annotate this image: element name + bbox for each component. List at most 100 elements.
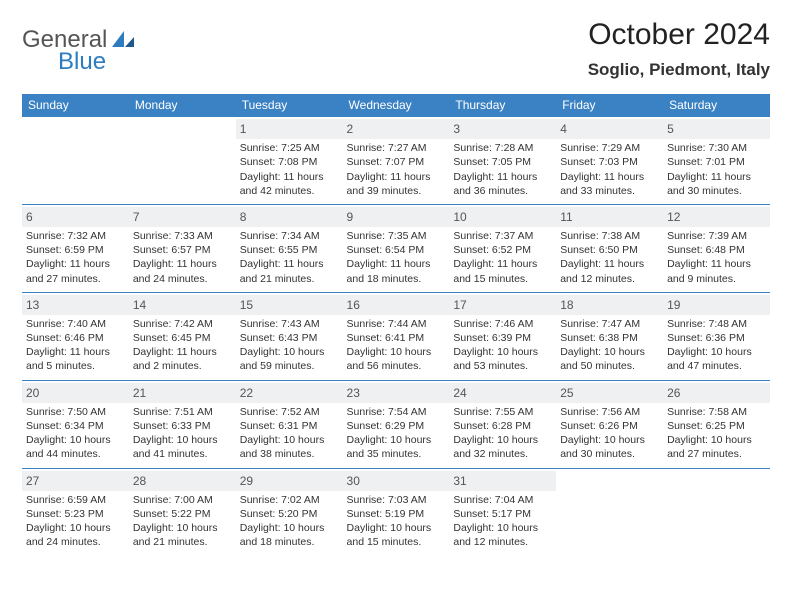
day-number: 14: [129, 295, 236, 315]
day-number: 5: [663, 119, 770, 139]
day-details: Sunrise: 7:55 AMSunset: 6:28 PMDaylight:…: [453, 405, 552, 462]
day-details: Sunrise: 7:35 AMSunset: 6:54 PMDaylight:…: [347, 229, 446, 286]
calendar-cell: 10Sunrise: 7:37 AMSunset: 6:52 PMDayligh…: [449, 204, 556, 292]
calendar-cell: 3Sunrise: 7:28 AMSunset: 7:05 PMDaylight…: [449, 117, 556, 205]
day-details: Sunrise: 7:50 AMSunset: 6:34 PMDaylight:…: [26, 405, 125, 462]
day-header: Thursday: [449, 94, 556, 117]
day-number: 23: [343, 383, 450, 403]
day-details: Sunrise: 7:38 AMSunset: 6:50 PMDaylight:…: [560, 229, 659, 286]
day-details: Sunrise: 7:39 AMSunset: 6:48 PMDaylight:…: [667, 229, 766, 286]
calendar-cell: 5Sunrise: 7:30 AMSunset: 7:01 PMDaylight…: [663, 117, 770, 205]
day-details: Sunrise: 7:34 AMSunset: 6:55 PMDaylight:…: [240, 229, 339, 286]
day-header: Sunday: [22, 94, 129, 117]
day-number: 16: [343, 295, 450, 315]
calendar-row: 6Sunrise: 7:32 AMSunset: 6:59 PMDaylight…: [22, 204, 770, 292]
calendar-cell: 1Sunrise: 7:25 AMSunset: 7:08 PMDaylight…: [236, 117, 343, 205]
day-details: Sunrise: 7:47 AMSunset: 6:38 PMDaylight:…: [560, 317, 659, 374]
calendar-cell: 13Sunrise: 7:40 AMSunset: 6:46 PMDayligh…: [22, 292, 129, 380]
calendar-cell: 19Sunrise: 7:48 AMSunset: 6:36 PMDayligh…: [663, 292, 770, 380]
location-label: Soglio, Piedmont, Italy: [588, 60, 770, 80]
day-details: Sunrise: 7:29 AMSunset: 7:03 PMDaylight:…: [560, 141, 659, 198]
day-number: 28: [129, 471, 236, 491]
day-details: Sunrise: 7:52 AMSunset: 6:31 PMDaylight:…: [240, 405, 339, 462]
calendar-cell: 18Sunrise: 7:47 AMSunset: 6:38 PMDayligh…: [556, 292, 663, 380]
calendar-cell: 23Sunrise: 7:54 AMSunset: 6:29 PMDayligh…: [343, 380, 450, 468]
day-details: Sunrise: 7:43 AMSunset: 6:43 PMDaylight:…: [240, 317, 339, 374]
calendar-cell: 29Sunrise: 7:02 AMSunset: 5:20 PMDayligh…: [236, 468, 343, 555]
calendar-cell: [663, 468, 770, 555]
calendar-cell: 11Sunrise: 7:38 AMSunset: 6:50 PMDayligh…: [556, 204, 663, 292]
day-number: 10: [449, 207, 556, 227]
day-number: 11: [556, 207, 663, 227]
day-number: 3: [449, 119, 556, 139]
calendar-cell: 20Sunrise: 7:50 AMSunset: 6:34 PMDayligh…: [22, 380, 129, 468]
day-number: 7: [129, 207, 236, 227]
calendar-cell: 25Sunrise: 7:56 AMSunset: 6:26 PMDayligh…: [556, 380, 663, 468]
day-details: Sunrise: 7:54 AMSunset: 6:29 PMDaylight:…: [347, 405, 446, 462]
day-number: 18: [556, 295, 663, 315]
day-header-row: Sunday Monday Tuesday Wednesday Thursday…: [22, 94, 770, 117]
day-details: Sunrise: 6:59 AMSunset: 5:23 PMDaylight:…: [26, 493, 125, 550]
calendar-cell: 4Sunrise: 7:29 AMSunset: 7:03 PMDaylight…: [556, 117, 663, 205]
header: General Blue October 2024 Soglio, Piedmo…: [22, 18, 770, 80]
day-details: Sunrise: 7:30 AMSunset: 7:01 PMDaylight:…: [667, 141, 766, 198]
day-header: Monday: [129, 94, 236, 117]
calendar-cell: 21Sunrise: 7:51 AMSunset: 6:33 PMDayligh…: [129, 380, 236, 468]
day-number: 12: [663, 207, 770, 227]
day-details: Sunrise: 7:48 AMSunset: 6:36 PMDaylight:…: [667, 317, 766, 374]
day-number: 21: [129, 383, 236, 403]
calendar-row: 1Sunrise: 7:25 AMSunset: 7:08 PMDaylight…: [22, 117, 770, 205]
day-number: 1: [236, 119, 343, 139]
day-number: 30: [343, 471, 450, 491]
day-number: 19: [663, 295, 770, 315]
day-number: 25: [556, 383, 663, 403]
day-details: Sunrise: 7:02 AMSunset: 5:20 PMDaylight:…: [240, 493, 339, 550]
calendar-cell: 30Sunrise: 7:03 AMSunset: 5:19 PMDayligh…: [343, 468, 450, 555]
day-header: Friday: [556, 94, 663, 117]
day-details: Sunrise: 7:42 AMSunset: 6:45 PMDaylight:…: [133, 317, 232, 374]
day-details: Sunrise: 7:32 AMSunset: 6:59 PMDaylight:…: [26, 229, 125, 286]
calendar-cell: 17Sunrise: 7:46 AMSunset: 6:39 PMDayligh…: [449, 292, 556, 380]
day-number: 24: [449, 383, 556, 403]
calendar-row: 13Sunrise: 7:40 AMSunset: 6:46 PMDayligh…: [22, 292, 770, 380]
day-details: Sunrise: 7:00 AMSunset: 5:22 PMDaylight:…: [133, 493, 232, 550]
day-details: Sunrise: 7:27 AMSunset: 7:07 PMDaylight:…: [347, 141, 446, 198]
day-details: Sunrise: 7:03 AMSunset: 5:19 PMDaylight:…: [347, 493, 446, 550]
day-details: Sunrise: 7:58 AMSunset: 6:25 PMDaylight:…: [667, 405, 766, 462]
day-number: 9: [343, 207, 450, 227]
day-details: Sunrise: 7:04 AMSunset: 5:17 PMDaylight:…: [453, 493, 552, 550]
day-number: 26: [663, 383, 770, 403]
calendar-row: 27Sunrise: 6:59 AMSunset: 5:23 PMDayligh…: [22, 468, 770, 555]
calendar-cell: 2Sunrise: 7:27 AMSunset: 7:07 PMDaylight…: [343, 117, 450, 205]
day-number: 15: [236, 295, 343, 315]
day-number: 6: [22, 207, 129, 227]
calendar-cell: 31Sunrise: 7:04 AMSunset: 5:17 PMDayligh…: [449, 468, 556, 555]
day-number: 17: [449, 295, 556, 315]
day-number: 13: [22, 295, 129, 315]
day-number: 4: [556, 119, 663, 139]
day-details: Sunrise: 7:46 AMSunset: 6:39 PMDaylight:…: [453, 317, 552, 374]
day-number: 20: [22, 383, 129, 403]
calendar-cell: 14Sunrise: 7:42 AMSunset: 6:45 PMDayligh…: [129, 292, 236, 380]
calendar-cell: 15Sunrise: 7:43 AMSunset: 6:43 PMDayligh…: [236, 292, 343, 380]
calendar-cell: 16Sunrise: 7:44 AMSunset: 6:41 PMDayligh…: [343, 292, 450, 380]
day-details: Sunrise: 7:56 AMSunset: 6:26 PMDaylight:…: [560, 405, 659, 462]
day-details: Sunrise: 7:28 AMSunset: 7:05 PMDaylight:…: [453, 141, 552, 198]
day-header: Wednesday: [343, 94, 450, 117]
calendar-body: 1Sunrise: 7:25 AMSunset: 7:08 PMDaylight…: [22, 117, 770, 556]
day-number: 31: [449, 471, 556, 491]
calendar-cell: 22Sunrise: 7:52 AMSunset: 6:31 PMDayligh…: [236, 380, 343, 468]
day-details: Sunrise: 7:40 AMSunset: 6:46 PMDaylight:…: [26, 317, 125, 374]
day-header: Saturday: [663, 94, 770, 117]
calendar-cell: 27Sunrise: 6:59 AMSunset: 5:23 PMDayligh…: [22, 468, 129, 555]
calendar-cell: [556, 468, 663, 555]
calendar-cell: 7Sunrise: 7:33 AMSunset: 6:57 PMDaylight…: [129, 204, 236, 292]
day-details: Sunrise: 7:51 AMSunset: 6:33 PMDaylight:…: [133, 405, 232, 462]
day-number: 2: [343, 119, 450, 139]
day-number: 8: [236, 207, 343, 227]
day-number: 27: [22, 471, 129, 491]
day-number: 22: [236, 383, 343, 403]
logo: General Blue: [22, 26, 134, 76]
day-details: Sunrise: 7:25 AMSunset: 7:08 PMDaylight:…: [240, 141, 339, 198]
calendar-row: 20Sunrise: 7:50 AMSunset: 6:34 PMDayligh…: [22, 380, 770, 468]
